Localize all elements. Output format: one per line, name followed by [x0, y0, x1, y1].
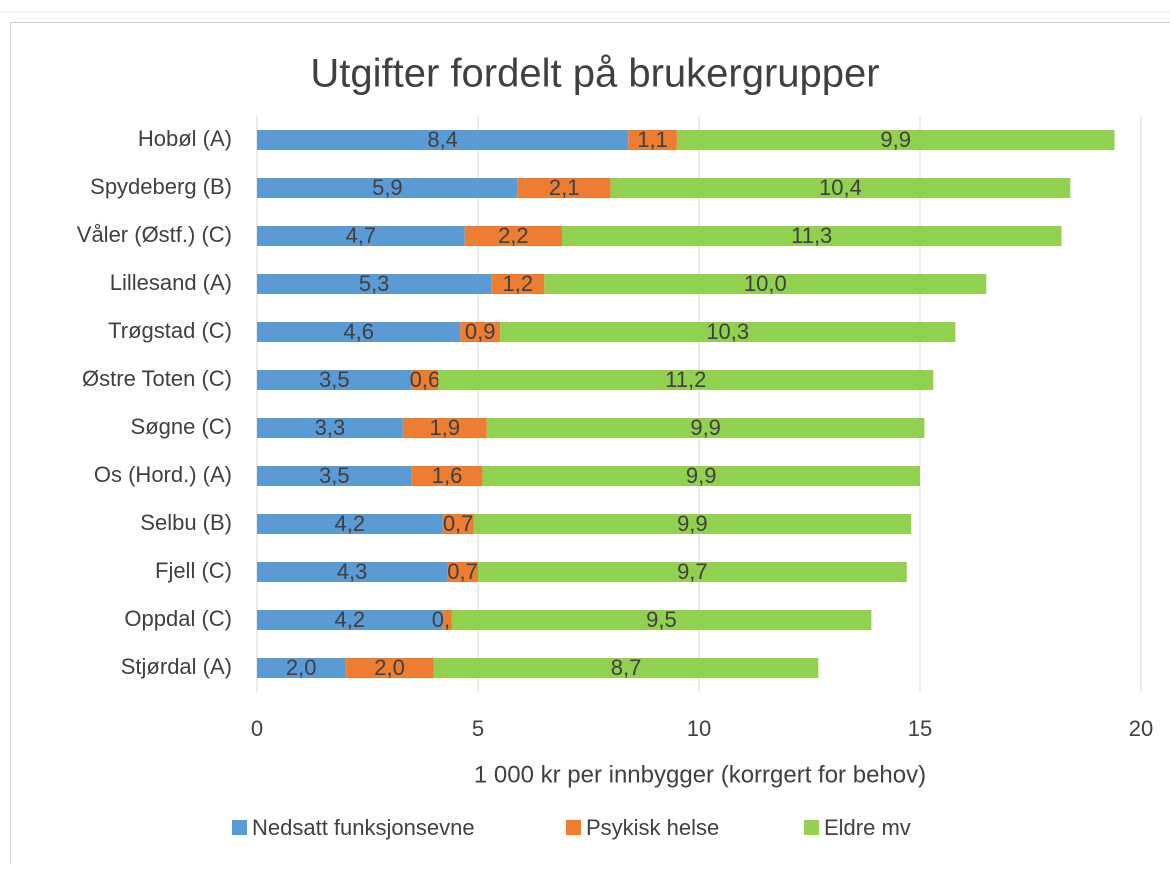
legend-label: Eldre mv: [824, 815, 911, 840]
y-tick-label: Selbu (B): [140, 510, 232, 535]
data-label: 1,9: [430, 415, 461, 440]
x-tick-label: 20: [1129, 716, 1153, 741]
legend-swatch: [232, 820, 247, 835]
data-label: 0,7: [443, 511, 474, 536]
data-label: 5,9: [372, 175, 403, 200]
data-label: 1,1: [637, 127, 668, 152]
data-label: 2,2: [498, 223, 529, 248]
data-label: 5,3: [359, 271, 390, 296]
data-label: 3,3: [315, 415, 346, 440]
data-label: 8,7: [611, 655, 642, 680]
data-label: 10,3: [706, 319, 749, 344]
data-label: 2,0: [286, 655, 317, 680]
data-label: 3,5: [319, 463, 350, 488]
data-label: 1,6: [432, 463, 463, 488]
y-tick-label: Trøgstad (C): [108, 318, 232, 343]
legend-swatch: [566, 820, 581, 835]
data-label: 4,2: [335, 607, 366, 632]
data-label: 10,0: [744, 271, 787, 296]
y-tick-label: Fjell (C): [155, 558, 232, 583]
data-label: 0,7: [447, 559, 478, 584]
data-label: 4,7: [346, 223, 377, 248]
data-label: 2,0: [374, 655, 405, 680]
x-tick-label: 0: [251, 716, 263, 741]
y-tick-label: Østre Toten (C): [82, 366, 232, 391]
legend-swatch: [804, 820, 819, 835]
data-label: 0,9: [465, 319, 496, 344]
data-label: 4,2: [335, 511, 366, 536]
x-tick-label: 10: [687, 716, 711, 741]
data-label: 9,7: [677, 559, 708, 584]
data-label: 0,6: [410, 367, 441, 392]
legend-label: Nedsatt funksjonsevne: [252, 815, 475, 840]
x-tick-label: 5: [472, 716, 484, 741]
data-label: 9,5: [646, 607, 677, 632]
y-tick-label: Våler (Østf.) (C): [77, 222, 232, 247]
data-label: 9,9: [686, 463, 717, 488]
data-label: 11,3: [791, 223, 832, 248]
legend-label: Psykisk helse: [586, 815, 719, 840]
data-label: 2,1: [549, 175, 580, 200]
data-label: 8,4: [427, 127, 458, 152]
y-tick-label: Søgne (C): [131, 414, 232, 439]
data-label: 3,5: [319, 367, 350, 392]
x-axis-label: 1 000 kr per innbygger (korrgert for beh…: [474, 761, 926, 788]
y-tick-label: Stjørdal (A): [121, 654, 232, 679]
y-tick-label: Spydeberg (B): [90, 174, 232, 199]
data-label: 11,2: [665, 367, 706, 392]
x-tick-label: 15: [908, 716, 932, 741]
y-tick-label: Oppdal (C): [124, 606, 232, 631]
data-label: 1,2: [502, 271, 533, 296]
data-label: 9,9: [690, 415, 721, 440]
data-label: 4,3: [337, 559, 368, 584]
chart-title: Utgifter fordelt på brukergrupper: [310, 52, 879, 96]
data-label: 4,6: [343, 319, 374, 344]
y-tick-label: Hobøl (A): [138, 126, 232, 151]
data-label: 9,9: [880, 127, 911, 152]
data-label: 9,9: [677, 511, 708, 536]
y-tick-label: Os (Hord.) (A): [94, 462, 232, 487]
y-tick-label: Lillesand (A): [110, 270, 232, 295]
data-label: 10,4: [819, 175, 862, 200]
